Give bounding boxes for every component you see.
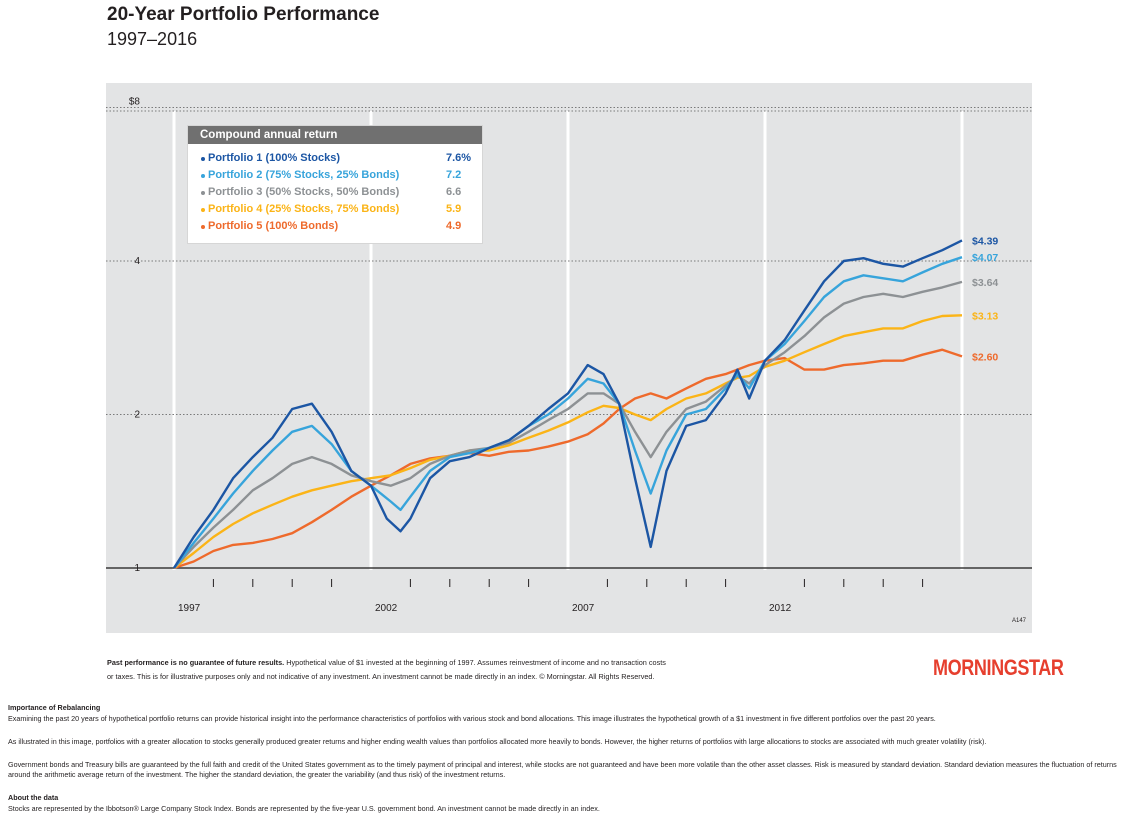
- series-line: [173, 314, 963, 569]
- about-data-heading: About the data: [8, 793, 59, 802]
- series-line: [173, 280, 963, 569]
- legend-return: 6.6: [446, 186, 462, 198]
- disclaimer-line2: or taxes. This is for illustrative purpo…: [107, 672, 655, 681]
- morningstar-logo: MORNINGSTAR: [933, 655, 1064, 680]
- end-value-label: $4.39: [972, 235, 998, 247]
- legend-bullet-icon: [201, 225, 205, 229]
- series-line: [173, 348, 963, 570]
- legend-body: Portfolio 1 (100% Stocks) 7.6% Portfolio 2…: [188, 144, 482, 235]
- y-tick-label: $8: [129, 97, 141, 108]
- legend-entry: Portfolio 1 (100% Stocks) 7.6%: [188, 150, 482, 167]
- chart-subtitle: 1997–2016: [107, 29, 198, 49]
- rebalancing-paragraph-2: As illustrated in this image, portfolios…: [8, 737, 987, 746]
- legend-entry: Portfolio 3 (50% Stocks, 50% Bonds) 6.6: [188, 184, 482, 201]
- legend-bullet-icon: [201, 174, 205, 178]
- y-tick-label: 1: [134, 563, 140, 574]
- legend-label: Portfolio 2 (75% Stocks, 25% Bonds): [208, 169, 400, 181]
- legend-entry: Portfolio 5 (100% Bonds) 4.9: [188, 218, 482, 235]
- x-tick-label: 2012: [769, 603, 792, 614]
- x-tick-label: 2002: [375, 603, 398, 614]
- legend-bullet-icon: [201, 157, 205, 161]
- legend-return: 5.9: [446, 203, 462, 215]
- legend-label: Portfolio 4 (25% Stocks, 75% Bonds): [208, 203, 400, 215]
- y-tick-label: 2: [134, 410, 140, 421]
- legend-label: Portfolio 5 (100% Bonds): [208, 220, 339, 232]
- x-tick-label: 1997: [178, 603, 201, 614]
- series-line: [173, 256, 963, 569]
- legend-entry: Portfolio 2 (75% Stocks, 25% Bonds) 7.2: [188, 167, 482, 184]
- rebalancing-paragraph-1: Examining the past 20 years of hypotheti…: [8, 714, 936, 723]
- legend-return: 7.2: [446, 169, 462, 181]
- legend-box: Compound annual return Portfolio 1 (100%…: [188, 126, 482, 243]
- end-value-label: $2.60: [972, 351, 998, 363]
- legend-title: Compound annual return: [188, 126, 482, 144]
- disclaimer-bold: Past performance is no guarantee of futu…: [107, 658, 285, 667]
- legend-entry: Portfolio 4 (25% Stocks, 75% Bonds) 5.9: [188, 201, 482, 218]
- disclaimer-line1: Hypothetical value of $1 invested at the…: [284, 658, 666, 667]
- legend-bullet-icon: [201, 191, 205, 195]
- figure-code: A147: [1012, 618, 1027, 624]
- rebalancing-heading: Importance of Rebalancing: [8, 703, 101, 712]
- series-line: [172, 239, 963, 569]
- chart-title: 20-Year Portfolio Performance: [107, 4, 380, 25]
- legend-label: Portfolio 1 (100% Stocks): [208, 152, 341, 164]
- end-value-label: $3.13: [972, 310, 998, 322]
- end-value-label: $4.07: [972, 252, 998, 264]
- about-data-paragraph: Stocks are represented by the Ibbotson® …: [8, 804, 600, 813]
- notes-section: Importance of Rebalancing Examining the …: [8, 703, 1126, 814]
- y-tick-label: 4: [134, 256, 140, 267]
- legend-return: 7.6%: [446, 152, 472, 164]
- legend-bullet-icon: [201, 208, 205, 212]
- rebalancing-paragraph-3: Government bonds and Treasury bills are …: [8, 760, 1117, 779]
- legend-return: 4.9: [446, 220, 462, 232]
- legend-label: Portfolio 3 (50% Stocks, 50% Bonds): [208, 186, 400, 198]
- disclaimer: Past performance is no guarantee of futu…: [107, 656, 807, 684]
- end-value-label: $3.64: [972, 277, 998, 289]
- x-tick-label: 2007: [572, 603, 595, 614]
